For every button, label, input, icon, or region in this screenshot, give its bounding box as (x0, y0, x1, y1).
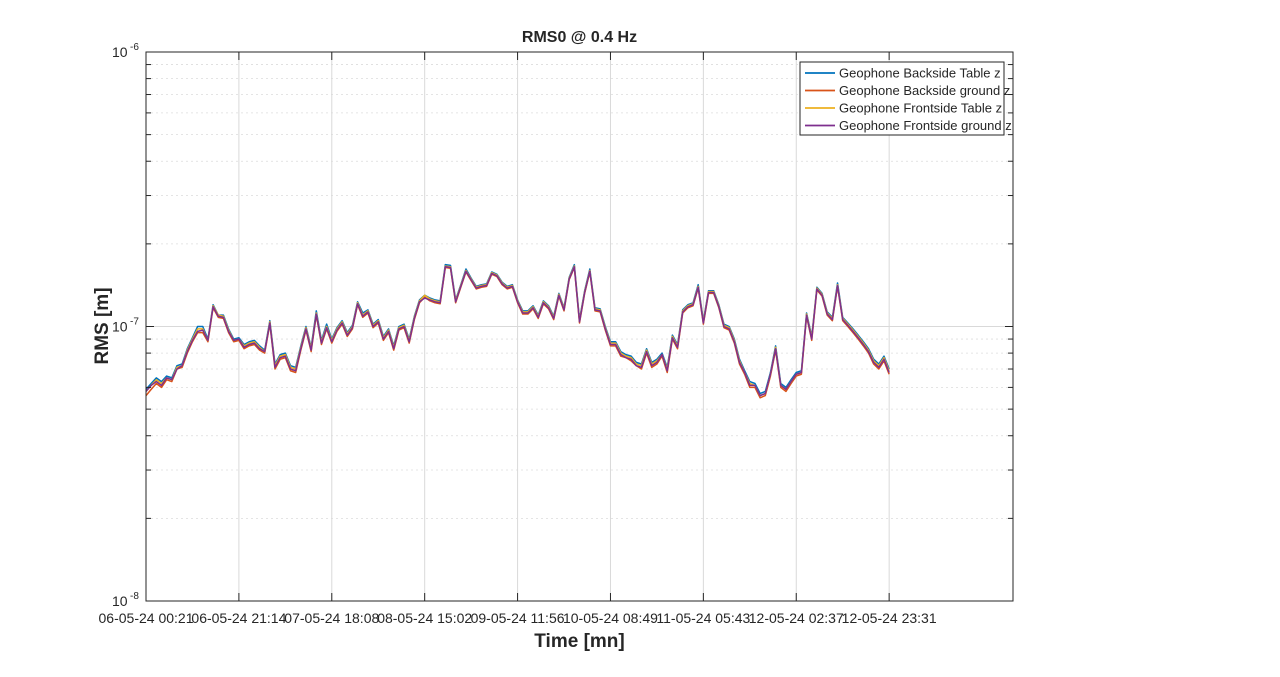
chart-title: RMS0 @ 0.4 Hz (522, 29, 637, 46)
legend-items: Geophone Backside Table z Geophone Backsi… (805, 66, 1012, 133)
legend-entry: Geophone Frontside Table z (805, 101, 1002, 116)
series-line-4 (145, 266, 890, 397)
series-lines (145, 263, 890, 399)
y-tick-base: 10 (112, 319, 128, 335)
legend-label: Geophone Frontside Table z (839, 101, 1002, 116)
y-tick-label: 10 -8 (112, 591, 139, 609)
legend-entry: Geophone Backside Table z (805, 66, 1001, 81)
axis-ticks (145, 51, 1013, 602)
y-tick-exponent: -7 (130, 317, 139, 328)
x-tick-label: 09-05-24 11:56 (471, 610, 565, 626)
x-tick-label: 08-05-24 15:02 (377, 610, 472, 626)
y-tick-exponent: -8 (130, 591, 139, 602)
x-tick-label: 11-05-24 05:43 (656, 610, 750, 626)
y-tick-labels: 10-610-710-8 (112, 42, 139, 609)
legend-label: Geophone Frontside ground z (839, 118, 1012, 133)
y-tick-base: 10 (112, 44, 128, 60)
y-tick-exponent: -6 (130, 42, 139, 53)
x-tick-label: 12-05-24 23:31 (842, 610, 937, 626)
y-tick-label: 10 -7 (112, 317, 139, 335)
legend-entry: Geophone Backside ground z (805, 83, 1010, 98)
legend-entry: Geophone Frontside ground z (805, 118, 1012, 133)
x-tick-label: 10-05-24 08:49 (563, 610, 658, 626)
y-tick-base: 10 (112, 593, 128, 609)
x-tick-label: 07-05-24 18:08 (284, 610, 379, 626)
legend: Geophone Backside Table z Geophone Backsi… (799, 61, 1012, 136)
x-tick-label: 06-05-24 21:14 (191, 610, 286, 626)
y-tick-label: 10 -6 (112, 42, 139, 60)
legend-box (799, 61, 1005, 136)
legend-label: Geophone Backside ground z (839, 83, 1010, 98)
x-tick-label: 12-05-24 02:37 (749, 610, 844, 626)
x-axis-label: Time [mn] (534, 631, 624, 652)
x-tick-label: 06-05-24 00:21 (99, 610, 194, 626)
y-axis-label: RMS [m] (92, 287, 113, 364)
legend-label: Geophone Backside Table z (839, 66, 1001, 81)
